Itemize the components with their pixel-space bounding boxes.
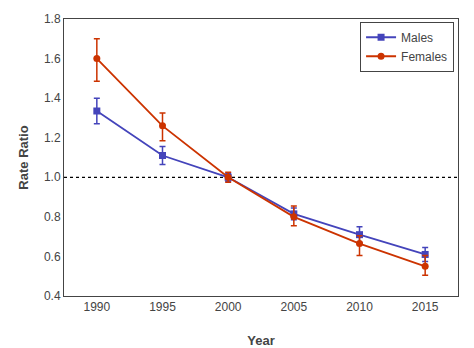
svg-text:0.6: 0.6: [44, 250, 61, 264]
svg-text:0.8: 0.8: [44, 210, 61, 224]
svg-text:0.4: 0.4: [44, 289, 61, 303]
svg-text:2000: 2000: [215, 300, 242, 314]
svg-text:Year: Year: [247, 333, 274, 348]
svg-text:2005: 2005: [280, 300, 307, 314]
svg-text:1995: 1995: [149, 300, 176, 314]
svg-text:Females: Females: [401, 50, 447, 64]
svg-text:1.0: 1.0: [44, 170, 61, 184]
svg-text:1.8: 1.8: [44, 12, 61, 26]
svg-text:1990: 1990: [83, 300, 110, 314]
svg-text:Rate Ratio: Rate Ratio: [16, 125, 31, 189]
svg-text:2010: 2010: [346, 300, 373, 314]
svg-text:1.6: 1.6: [44, 52, 61, 66]
svg-text:Males: Males: [401, 31, 433, 45]
svg-text:1.2: 1.2: [44, 131, 61, 145]
svg-text:1.4: 1.4: [44, 91, 61, 105]
svg-text:2015: 2015: [412, 300, 439, 314]
